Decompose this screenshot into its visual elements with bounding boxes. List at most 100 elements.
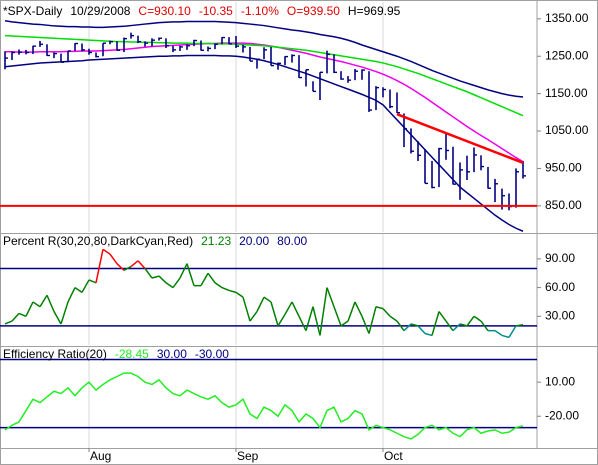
band-line — [4, 19, 524, 98]
legend-text: 20.00 — [239, 234, 269, 248]
indicator-segment — [186, 263, 195, 286]
indicator-segment — [340, 320, 349, 327]
x-tick-label: Sep — [237, 449, 259, 463]
indicator-segment — [95, 249, 104, 283]
indicator-segment — [74, 286, 83, 293]
indicator-segment — [109, 253, 118, 265]
indicator-segment — [179, 263, 188, 279]
indicator-segment — [242, 296, 251, 322]
indicator-segment — [11, 312, 20, 322]
indicator-segment — [123, 265, 132, 272]
legend-text: -1.10% — [241, 4, 279, 18]
indicator-segment — [459, 323, 468, 327]
indicator-segment — [445, 320, 454, 332]
indicator-segment — [18, 312, 27, 317]
legend-text: -28.45 — [115, 347, 149, 361]
indicator-segment — [270, 301, 279, 327]
y-tick-label: 950.00 — [545, 161, 582, 175]
indicator-segment — [200, 272, 209, 287]
indicator-segment — [4, 320, 13, 325]
indicator-segment — [165, 282, 174, 289]
indicator-segment — [102, 248, 111, 255]
indicator-segment — [319, 287, 328, 336]
indicator-segment — [172, 277, 181, 289]
y-tick-label: 60.00 — [545, 280, 575, 294]
indicator-segment — [466, 315, 475, 327]
legend-text: 80.00 — [277, 234, 307, 248]
indicator-segment — [494, 330, 503, 337]
y-tick-label: 90.00 — [545, 251, 575, 265]
indicator-segment — [249, 311, 258, 322]
y-tick-label: -20.00 — [545, 408, 579, 422]
indicator-segment — [46, 294, 55, 312]
indicator-segment — [67, 287, 76, 303]
indicator-segment — [39, 294, 48, 308]
band-line — [4, 54, 524, 232]
indicator-segment — [130, 260, 139, 268]
legend-text: 10/29/2008 — [70, 4, 130, 18]
indicator-segment — [361, 316, 370, 334]
indicator-segment — [207, 272, 216, 284]
indicator-segment — [508, 325, 517, 338]
indicator-segment — [25, 301, 34, 317]
indicator-segment — [368, 306, 377, 334]
indicator-segment — [158, 275, 167, 284]
indicator-segment — [32, 301, 41, 308]
indicator-segment — [116, 263, 125, 271]
band-line — [4, 34, 524, 117]
indicator-segment — [284, 301, 293, 315]
legend-text: O=939.50 — [287, 4, 340, 18]
indicator-segment — [501, 334, 510, 339]
y-tick-label: 1350.00 — [545, 11, 589, 25]
indicator-segment — [515, 323, 524, 327]
indicator-segment — [424, 332, 433, 337]
indicator-segment — [144, 268, 153, 279]
indicator-segment — [375, 306, 384, 310]
indicator-segment — [291, 301, 300, 317]
y-tick-label: 850.00 — [545, 198, 582, 212]
indicator-segment — [151, 275, 160, 279]
indicator-segment — [81, 279, 90, 293]
indicator-segment — [214, 282, 223, 289]
indicator-segment — [256, 296, 265, 312]
indicator-segment — [263, 296, 272, 303]
indicator-segment — [480, 320, 489, 332]
legend-text: *SPX-Daily — [3, 4, 62, 18]
legend-text: H=969.95 — [348, 4, 401, 18]
indicator-segment — [431, 311, 440, 336]
indicator-segment — [438, 311, 447, 322]
marks — [0, 19, 537, 440]
indicator-segment — [221, 286, 230, 292]
indicator-segment — [235, 291, 244, 298]
legend-text: Percent R(30,20,80,DarkCyan,Red) — [3, 234, 193, 248]
indicator-segment — [473, 315, 482, 322]
legend-text: Efficiency Ratio(20) — [3, 347, 107, 361]
indicator-segment — [403, 323, 412, 332]
x-tick-label: Oct — [384, 449, 403, 463]
y-tick-label: 30.00 — [545, 308, 575, 322]
indicator-segment — [396, 320, 405, 332]
indicator-segment — [137, 260, 146, 269]
indicator-segment — [389, 315, 398, 322]
legend-text: C=930.10 — [138, 4, 191, 18]
legend-text: -10.35 — [199, 4, 233, 18]
indicator-segment — [277, 313, 286, 327]
legend-text: 21.23 — [201, 234, 231, 248]
legend-text: -30.00 — [195, 347, 229, 361]
indicator-segment — [88, 279, 97, 284]
indicator-segment — [228, 289, 237, 294]
y-tick-label: 10.00 — [545, 374, 575, 388]
y-tick-label: 1250.00 — [545, 48, 589, 62]
indicator-segment — [354, 301, 363, 317]
indicator-segment — [333, 306, 342, 327]
indicator-segment — [452, 323, 461, 332]
indicator-segment — [53, 311, 62, 325]
indicator-segment — [312, 306, 321, 336]
x-tick-label: Aug — [90, 449, 111, 463]
legend-text: 30.00 — [157, 347, 187, 361]
indicator-line — [4, 372, 524, 440]
indicator-segment — [347, 301, 356, 322]
indicator-segment — [382, 308, 391, 317]
indicator-segment — [298, 315, 307, 331]
